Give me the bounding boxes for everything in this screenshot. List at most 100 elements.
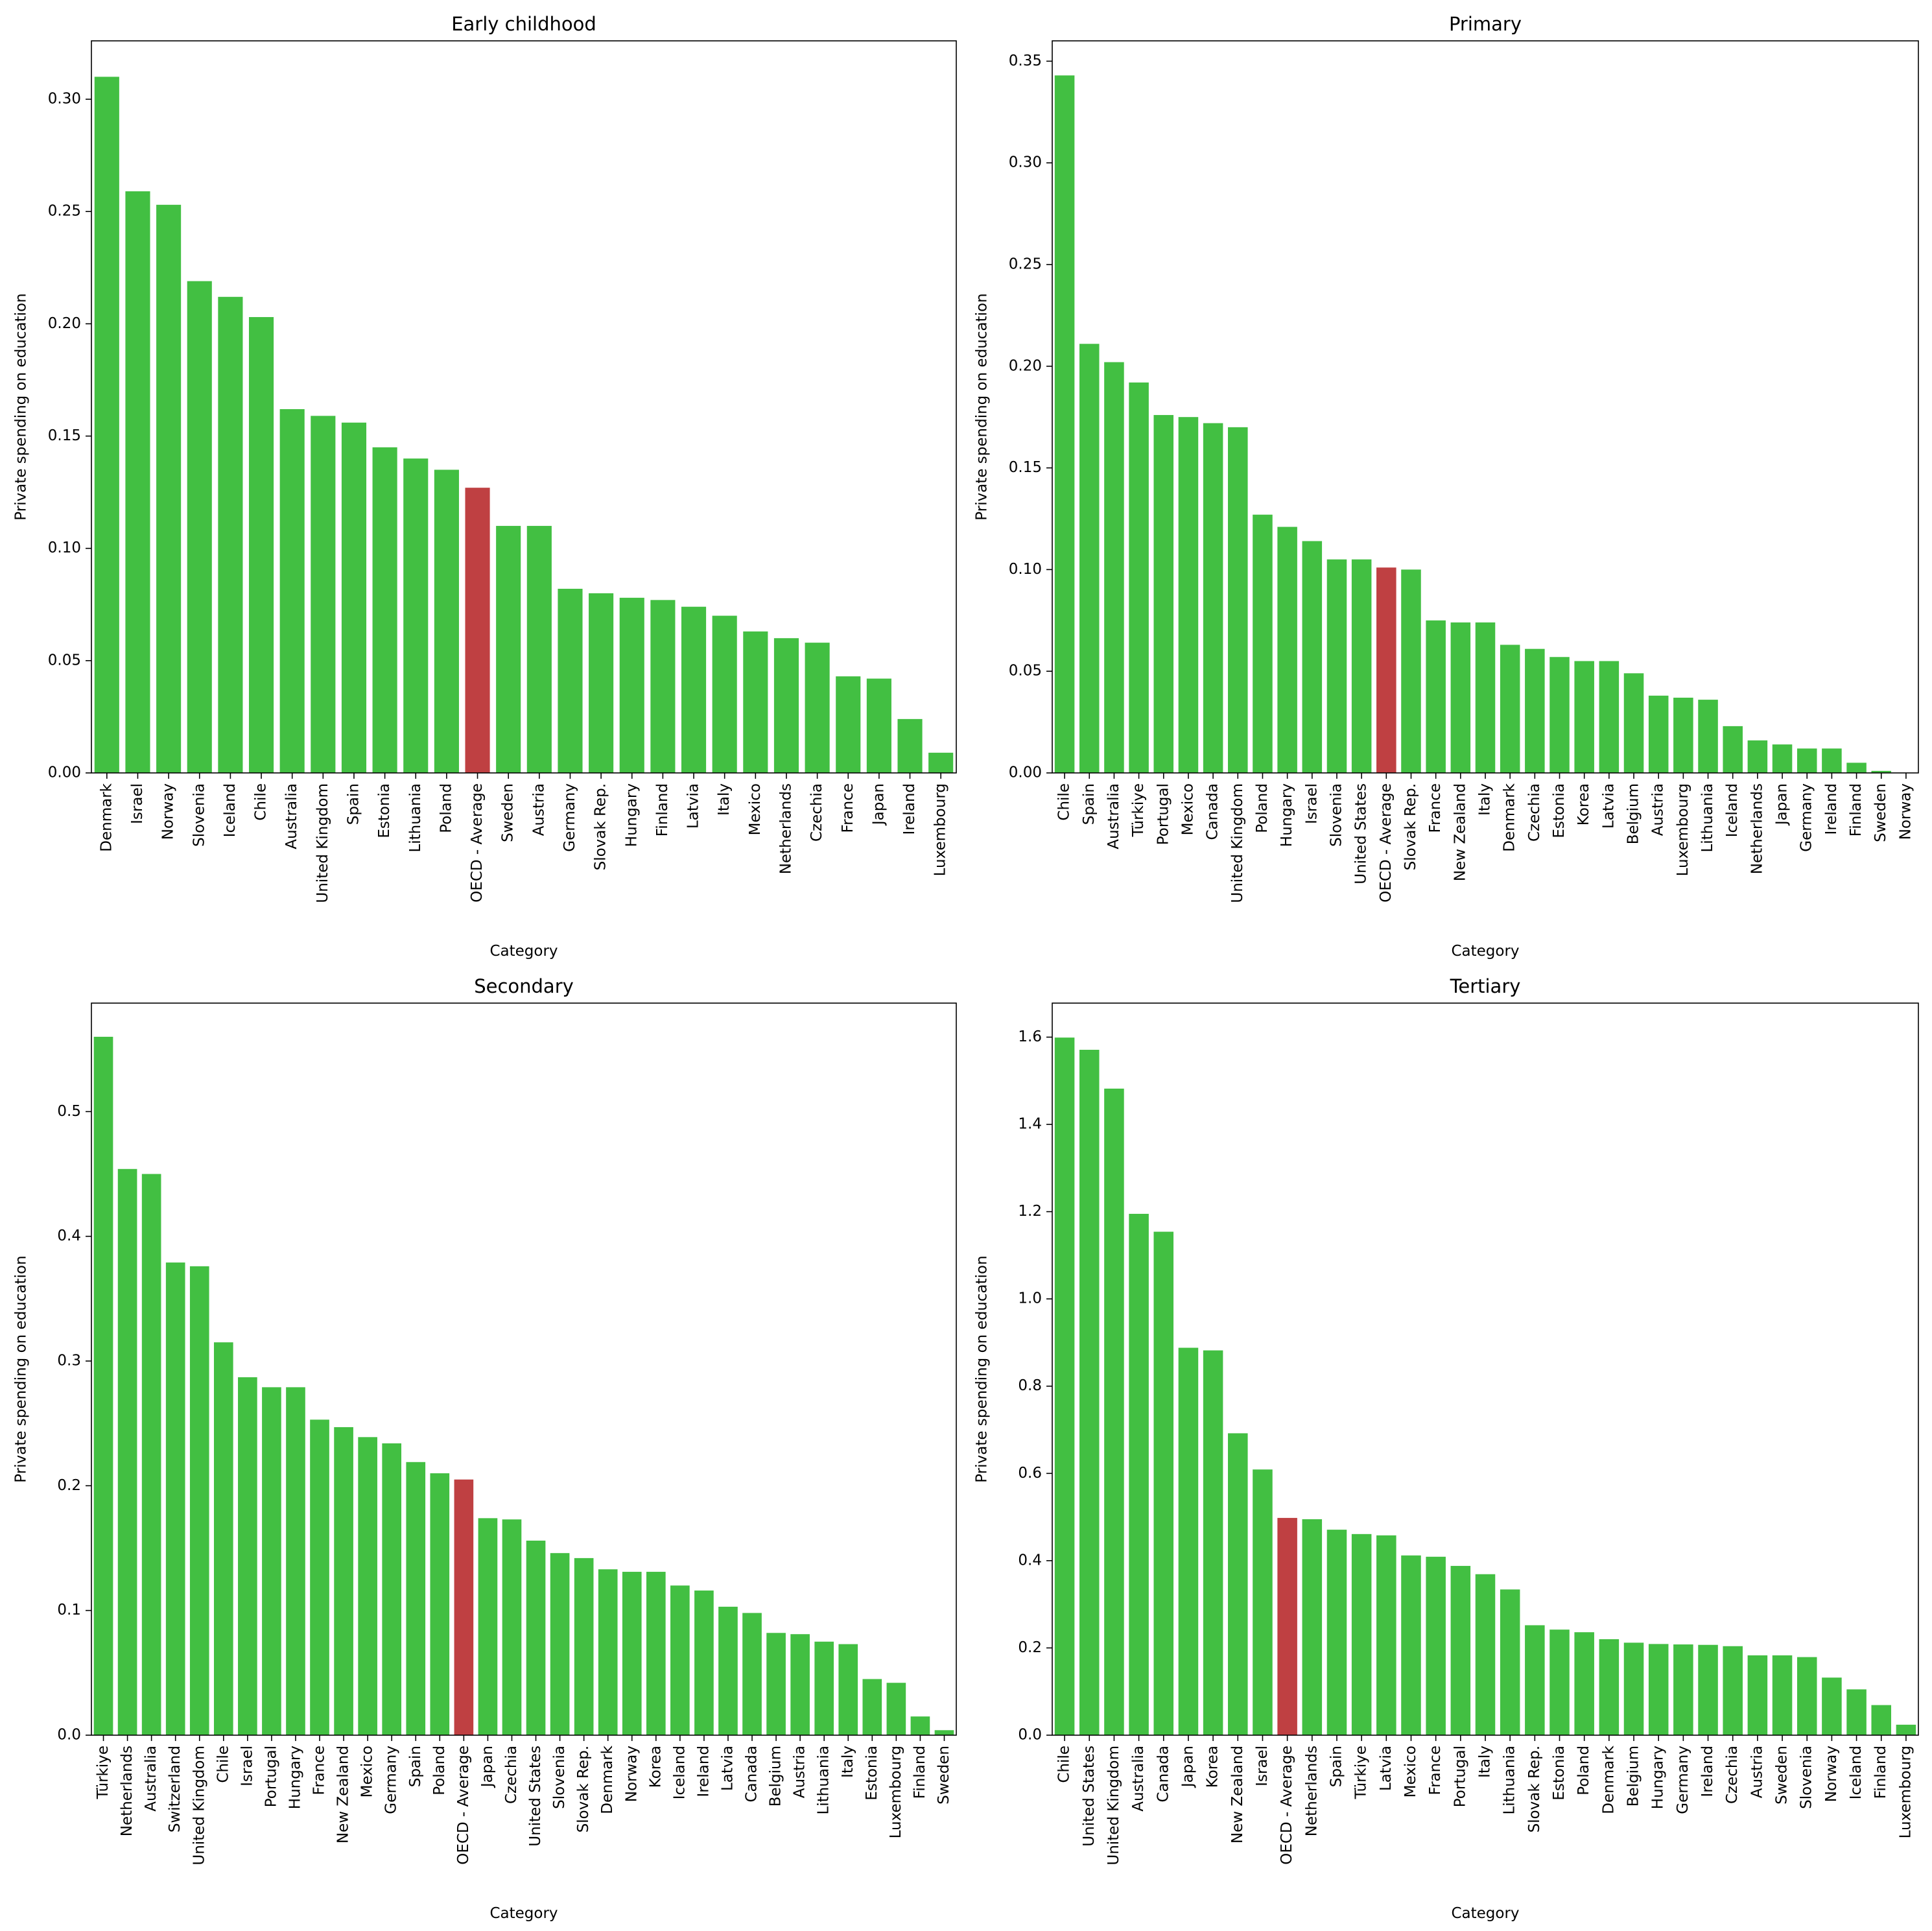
bar: [1772, 1655, 1793, 1735]
y-tick-label: 0.6: [1018, 1465, 1042, 1482]
bar: [1623, 673, 1644, 773]
axes-frame: [91, 40, 957, 774]
bar: [430, 1473, 450, 1735]
bar: [558, 589, 583, 773]
bar: [619, 597, 644, 773]
x-tick-label: Mexico: [1179, 783, 1196, 835]
x-tick-label: Germany: [383, 1746, 400, 1814]
bar: [550, 1553, 570, 1735]
bar: [1203, 1350, 1223, 1735]
bar: [358, 1437, 377, 1735]
bar: [526, 526, 552, 773]
bar: [502, 1519, 522, 1735]
x-tick-label: Australia: [1130, 1746, 1147, 1812]
x-tick-label: Sweden: [1872, 783, 1889, 842]
bar: [406, 1462, 426, 1735]
x-tick-label: United States: [527, 1746, 544, 1847]
x-tick-label: Lithuania: [1699, 783, 1716, 853]
x-tick-label: Switzerland: [167, 1746, 183, 1832]
bar: [1599, 661, 1620, 773]
y-tick-label: 0.4: [57, 1227, 81, 1244]
x-tick-label: Australia: [283, 783, 300, 849]
bar: [934, 1730, 954, 1735]
bar: [790, 1634, 810, 1735]
bar: [1426, 1556, 1446, 1735]
bar: [646, 1572, 666, 1735]
x-tick-label: Mexico: [1402, 1746, 1419, 1797]
bar: [1623, 1642, 1644, 1735]
y-tick-label: 0.5: [57, 1103, 81, 1120]
x-tick-label: Japan: [1179, 1746, 1196, 1788]
x-tick-label: Iceland: [222, 783, 239, 837]
x-tick-label: Lithuania: [1502, 1746, 1518, 1815]
bar: [141, 1174, 161, 1735]
x-tick-label: France: [1427, 783, 1444, 833]
x-tick-label: Denmark: [599, 1745, 616, 1814]
x-tick-label: Spain: [1328, 1746, 1345, 1787]
y-tick-label: 0.4: [1018, 1552, 1042, 1569]
bar: [681, 606, 707, 773]
x-tick-label: Finland: [912, 1746, 928, 1799]
x-tick-label: United Kingdom: [191, 1746, 207, 1866]
bar: [286, 1387, 305, 1735]
bar: [526, 1540, 546, 1735]
bar: [1525, 1625, 1545, 1735]
x-tick-label: Estonia: [376, 783, 393, 838]
bar: [496, 526, 521, 773]
bar: [1153, 415, 1174, 773]
x-tick-label: Estonia: [864, 1746, 880, 1801]
y-tick-label: 1.6: [1018, 1028, 1042, 1045]
x-tick-label: Lithuania: [816, 1746, 832, 1815]
y-tick-label: 0.25: [1009, 255, 1042, 272]
bar: [1054, 1037, 1075, 1735]
x-tick-label: Japan: [1774, 783, 1791, 826]
bar: [712, 615, 737, 773]
bar: [1525, 648, 1545, 773]
bar: [718, 1606, 738, 1735]
bar: [1079, 344, 1100, 773]
x-tick-label: Slovak Rep.: [1402, 783, 1419, 870]
bar: [1698, 700, 1718, 773]
chart-panel-3: Türkiye Netherlands Australia Switzerland Un…: [13, 975, 957, 1922]
bar: [1648, 1644, 1669, 1735]
bar: [1054, 75, 1075, 774]
x-tick-label: Finland: [1848, 783, 1865, 836]
bar: [1450, 1565, 1471, 1735]
y-tick-label: 0.00: [1009, 764, 1042, 781]
x-tick-label: Chile: [253, 783, 270, 821]
bar: [910, 1716, 930, 1735]
x-tick-label: United States: [1353, 783, 1370, 884]
y-tick-label: 0.2: [1018, 1639, 1042, 1656]
x-tick-label: France: [1427, 1746, 1444, 1795]
x-tick-label: Netherlands: [1749, 783, 1765, 874]
x-tick-label: Norway: [1823, 1746, 1840, 1802]
bar: [1772, 744, 1793, 773]
bar: [1253, 514, 1273, 773]
x-tick-label: Israel: [129, 783, 146, 824]
x-tick-label: Latvia: [1600, 783, 1617, 829]
bar: [248, 316, 274, 773]
x-tick-label: Mexico: [359, 1746, 376, 1797]
x-tick-label: Czechia: [1724, 1746, 1741, 1804]
x-tick-label: Portugal: [263, 1746, 279, 1807]
x-tick-label: Germany: [1675, 1746, 1691, 1814]
bar: [1475, 622, 1496, 773]
chart-title: Primary: [1449, 13, 1522, 35]
x-tick-label: Luxembourg: [1675, 783, 1691, 876]
bar: [1153, 1231, 1174, 1735]
y-axis-label: Private spending on education: [974, 293, 991, 520]
y-tick-label: 0.25: [48, 203, 81, 220]
bar: [598, 1569, 618, 1735]
axes-frame: [91, 1002, 957, 1736]
bar: [814, 1641, 834, 1735]
x-tick-label: Korea: [1575, 783, 1592, 825]
bar: [805, 643, 830, 773]
x-tick-label: Korea: [1205, 1746, 1221, 1788]
x-tick-label: Chile: [1056, 1746, 1073, 1783]
x-tick-label: Mexico: [747, 783, 764, 835]
bar: [866, 678, 891, 773]
y-tick-label: 0.0: [57, 1727, 81, 1744]
bar: [125, 191, 150, 773]
x-tick-label: Sweden: [936, 1746, 952, 1805]
bar: [1871, 1705, 1892, 1735]
